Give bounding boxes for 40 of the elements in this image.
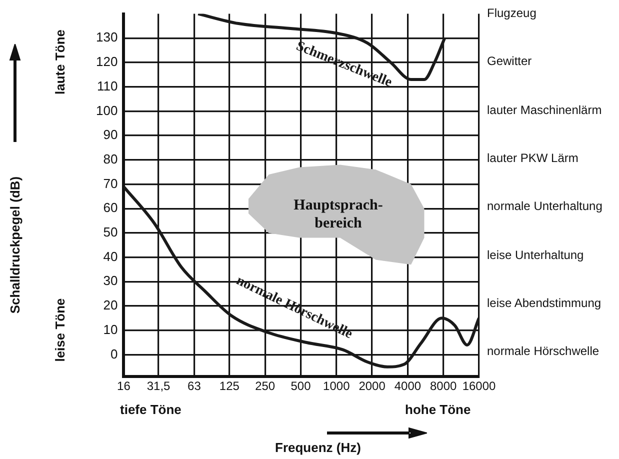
text: leise Töne bbox=[52, 298, 68, 362]
text: leise Abendstimmung bbox=[487, 296, 602, 310]
x-tick-label: 4000 bbox=[394, 379, 422, 394]
text: laute Töne bbox=[52, 29, 68, 95]
y-tick-label: 120 bbox=[96, 54, 118, 70]
text: hohe Töne bbox=[405, 402, 471, 417]
x-tick-label: 8000 bbox=[430, 379, 458, 394]
y-tick-label: 80 bbox=[103, 151, 118, 166]
y-tick-label: 100 bbox=[96, 102, 118, 118]
y-tick-label: 50 bbox=[103, 224, 118, 240]
series-label: Hauptsprach-bereich bbox=[294, 198, 383, 232]
y-tick-label: 20 bbox=[103, 298, 118, 313]
text: normale Unterhaltung bbox=[487, 199, 602, 214]
y-tick-label: 60 bbox=[103, 200, 118, 216]
x-tick-label: 31,5 bbox=[146, 379, 171, 394]
text: Gewitter bbox=[487, 54, 532, 68]
x-axis-title: Frequenz (Hz) bbox=[275, 440, 361, 455]
text: Flugzeug bbox=[487, 6, 536, 20]
text: normale Hörschwelle bbox=[487, 344, 600, 358]
text: Schalldruckpegel (dB) bbox=[8, 176, 22, 314]
x-tick-label: 2000 bbox=[358, 379, 386, 394]
x-tick-label: 500 bbox=[290, 379, 312, 394]
x-tick-label: 250 bbox=[255, 379, 276, 394]
text: tiefe Töne bbox=[120, 402, 182, 417]
y-tick-label: 90 bbox=[103, 127, 118, 142]
y-tick-label: 110 bbox=[96, 78, 118, 94]
y-tick-label: 40 bbox=[103, 248, 118, 264]
x-tick-label: 1000 bbox=[323, 379, 350, 394]
x-tick-label: 16 bbox=[117, 379, 131, 394]
x-tick-label: 16000 bbox=[462, 379, 496, 394]
text: leise Unterhaltung bbox=[487, 248, 584, 262]
y-tick-label: 0 bbox=[110, 346, 118, 362]
y-tick-label: 130 bbox=[96, 30, 118, 45]
y-tick-label: 30 bbox=[103, 273, 118, 288]
y-tick-label: 70 bbox=[103, 176, 118, 191]
text: lauter Maschinenlärm bbox=[487, 102, 602, 117]
x-tick-label: 63 bbox=[188, 379, 202, 394]
text: lauter PKW Lärm bbox=[487, 150, 578, 165]
x-tick-label: 125 bbox=[219, 379, 240, 394]
y-tick-label: 10 bbox=[103, 322, 118, 337]
